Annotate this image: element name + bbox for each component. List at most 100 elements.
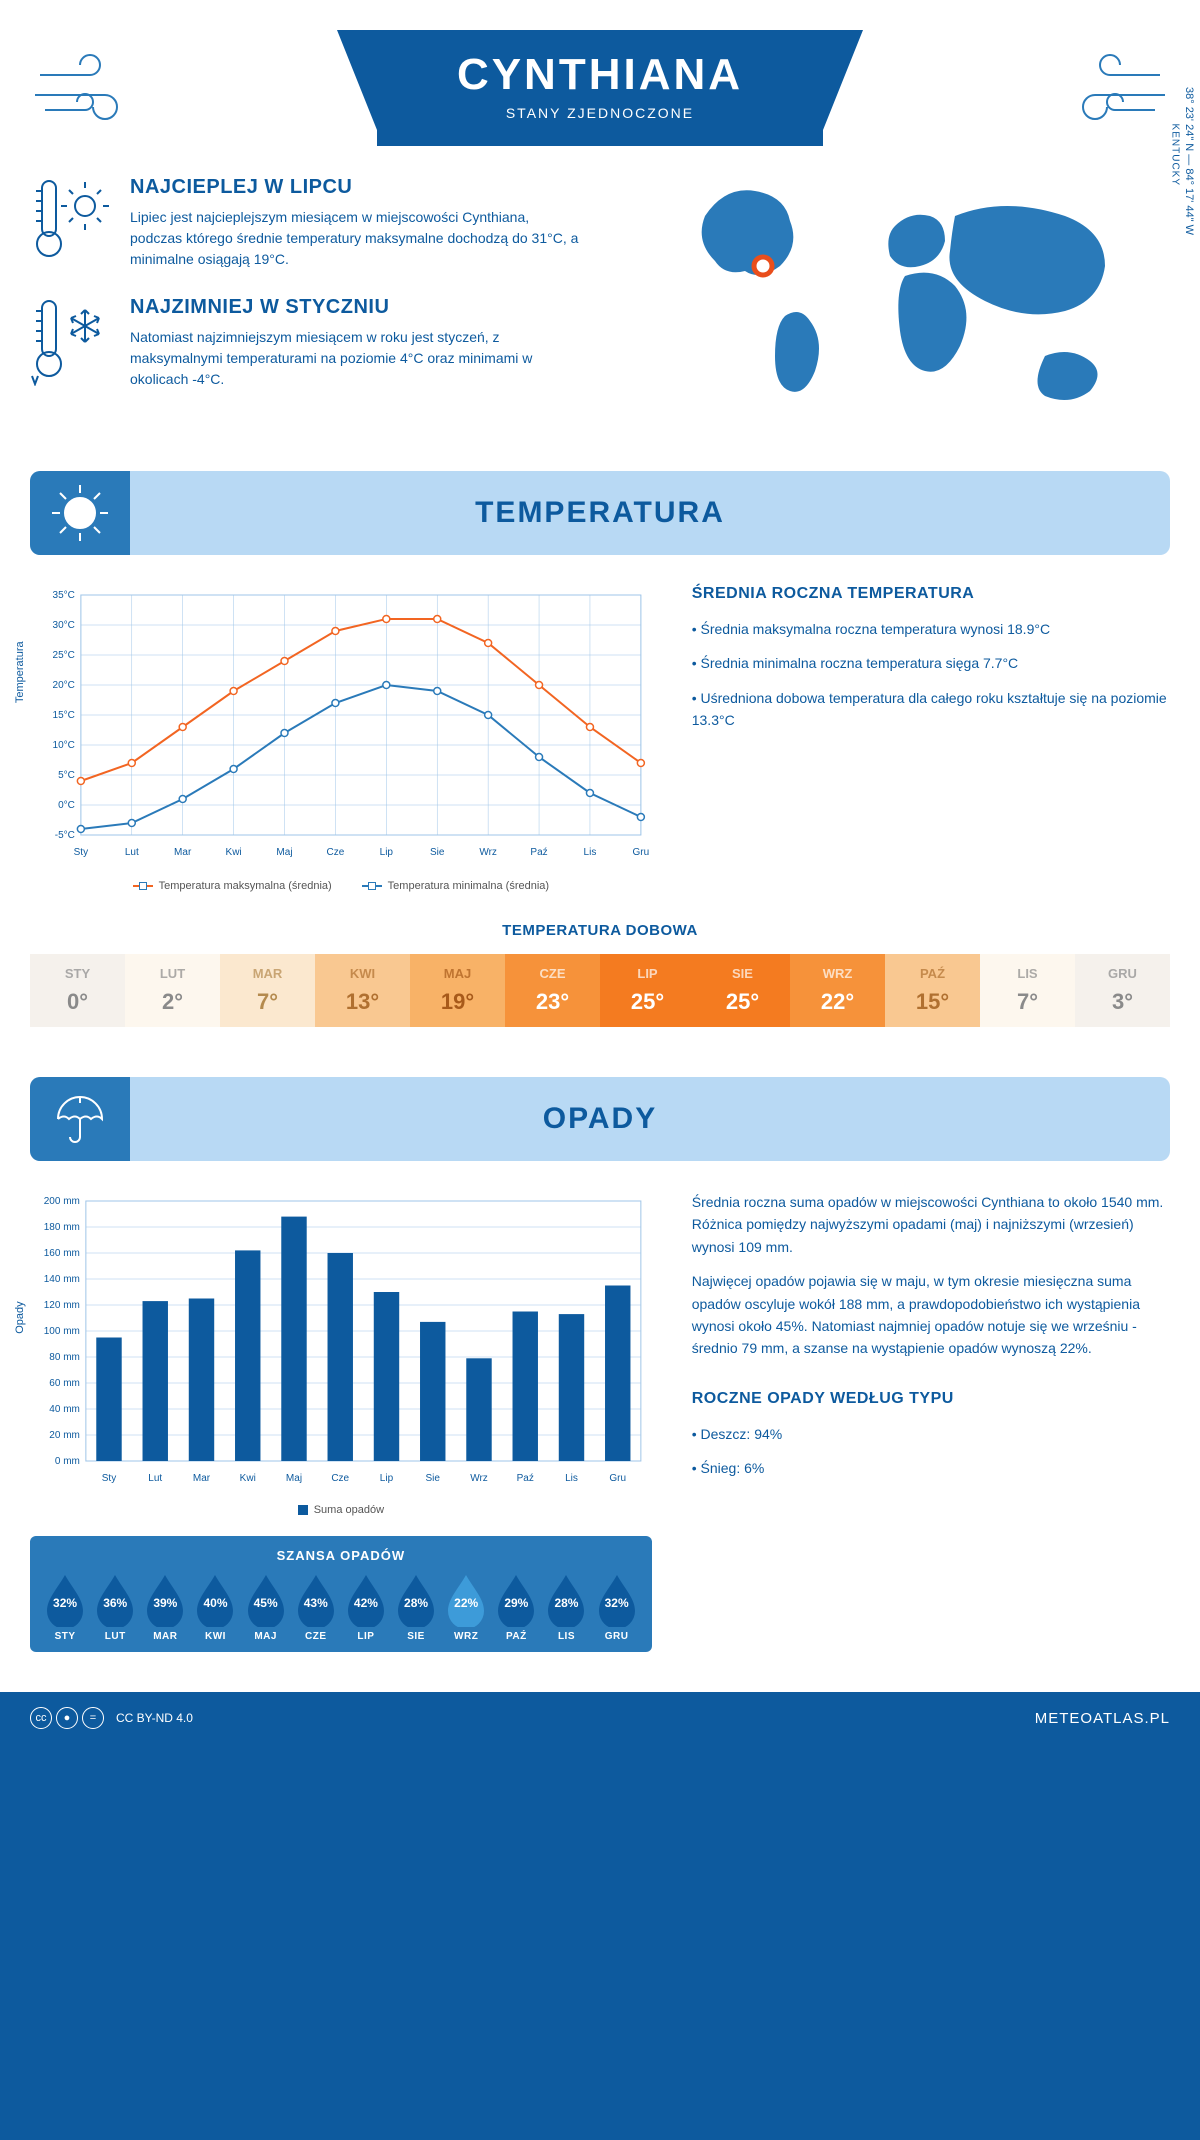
chance-drop: 42% LIP (341, 1573, 391, 1642)
precip-row: Opady 0 mm20 mm40 mm60 mm80 mm100 mm120 … (30, 1191, 1170, 1652)
daily-temp-cell: PAŹ15° (885, 954, 980, 1027)
precip-type-item: • Śnieg: 6% (692, 1457, 1170, 1479)
legend-item: .legend-swatch::after{border-color:#f265… (133, 880, 332, 892)
temp-chart-col: Temperatura -5°C0°C5°C10°C15°C20°C25°C30… (30, 585, 652, 892)
temp-stat-item: • Średnia minimalna roczna temperatura s… (692, 652, 1170, 674)
chance-title: SZANSA OPADÓW (40, 1548, 642, 1563)
intro-row: NAJCIEPLEJ W LIPCU Lipiec jest najcieple… (30, 176, 1170, 441)
temp-y-label: Temperatura (14, 641, 26, 703)
by-icon: ● (56, 1707, 78, 1729)
daily-temp-cell: KWI13° (315, 954, 410, 1027)
daily-temp-cell: STY0° (30, 954, 125, 1027)
title-band: CYNTHIANA STANY ZJEDNOCZONE (377, 30, 823, 146)
chance-drop: 28% LIS (541, 1573, 591, 1642)
precip-title: OPADY (50, 1102, 1150, 1136)
temp-stats-title: ŚREDNIA ROCZNA TEMPERATURA (692, 585, 1170, 603)
precip-p1: Średnia roczna suma opadów w miejscowośc… (692, 1191, 1170, 1258)
license: cc●= CC BY-ND 4.0 (30, 1707, 193, 1729)
daily-temp-cell: LIS7° (980, 954, 1075, 1027)
legend-item: .legend-swatch::after{border-color:#2a7a… (362, 880, 549, 892)
svg-text:60 mm: 60 mm (49, 1378, 80, 1389)
daily-temp-cell: MAR7° (220, 954, 315, 1027)
nd-icon: = (82, 1707, 104, 1729)
hot-text: Lipiec jest najcieplejszym miesiącem w m… (130, 207, 580, 270)
svg-text:Lis: Lis (584, 847, 597, 858)
umbrella-icon (30, 1077, 130, 1161)
license-text: CC BY-ND 4.0 (116, 1711, 193, 1725)
temp-stats-col: ŚREDNIA ROCZNA TEMPERATURA • Średnia mak… (692, 585, 1170, 892)
temp-legend: .legend-swatch::after{border-color:#f265… (30, 880, 652, 892)
chance-drop: 32% STY (40, 1573, 90, 1642)
daily-temp-cell: SIE25° (695, 954, 790, 1027)
daily-temp-cell: MAJ19° (410, 954, 505, 1027)
coords-label: 38° 23' 24" N — 84° 17' 44" W (1183, 87, 1195, 235)
thermometer-snow-icon (30, 296, 110, 391)
svg-text:10°C: 10°C (53, 740, 75, 751)
svg-text:180 mm: 180 mm (44, 1222, 80, 1233)
svg-text:Lip: Lip (380, 847, 394, 858)
svg-text:5°C: 5°C (58, 770, 75, 781)
svg-text:100 mm: 100 mm (44, 1326, 80, 1337)
svg-text:Paź: Paź (517, 1473, 534, 1484)
svg-text:20 mm: 20 mm (49, 1430, 80, 1441)
hot-month-block: NAJCIEPLEJ W LIPCU Lipiec jest najcieple… (30, 176, 580, 271)
svg-text:0 mm: 0 mm (55, 1456, 80, 1467)
svg-text:Sty: Sty (102, 1473, 116, 1484)
daily-temp-cell: WRZ22° (790, 954, 885, 1027)
precip-section-header: OPADY (30, 1077, 1170, 1161)
chance-drop: 22% WRZ (441, 1573, 491, 1642)
svg-text:Maj: Maj (276, 847, 292, 858)
temp-title: TEMPERATURA (50, 496, 1150, 530)
temp-row: Temperatura -5°C0°C5°C10°C15°C20°C25°C30… (30, 585, 1170, 892)
svg-text:Kwi: Kwi (240, 1473, 256, 1484)
cc-icons: cc●= (30, 1707, 108, 1729)
daily-temp-cell: CZE23° (505, 954, 600, 1027)
temp-stat-item: • Średnia maksymalna roczna temperatura … (692, 618, 1170, 640)
precip-legend: Suma opadów (30, 1504, 652, 1516)
world-map-icon (620, 176, 1170, 436)
svg-text:Mar: Mar (174, 847, 192, 858)
svg-text:Lut: Lut (148, 1473, 162, 1484)
daily-temp-cell: LIP25° (600, 954, 695, 1027)
chance-drops: 32% STY 36% LUT 39% MAR 40% KWI (40, 1573, 642, 1642)
svg-text:Lut: Lut (125, 847, 139, 858)
svg-text:Maj: Maj (286, 1473, 302, 1484)
daily-temp-cell: LUT2° (125, 954, 220, 1027)
svg-text:35°C: 35°C (53, 590, 75, 601)
daily-temp-strip: STY0° LUT2° MAR7° KWI13° MAJ19° CZE23° L… (30, 954, 1170, 1027)
temp-line-chart: -5°C0°C5°C10°C15°C20°C25°C30°C35°CStyLut… (30, 585, 652, 865)
svg-text:Lip: Lip (380, 1473, 394, 1484)
chance-drop: 39% MAR (140, 1573, 190, 1642)
svg-text:0°C: 0°C (58, 800, 75, 811)
svg-text:120 mm: 120 mm (44, 1300, 80, 1311)
brand: METEOATLAS.PL (1035, 1710, 1170, 1727)
svg-text:20°C: 20°C (53, 680, 75, 691)
cold-text: Natomiast najzimniejszym miesiącem w rok… (130, 327, 580, 390)
temp-section-header: TEMPERATURA (30, 471, 1170, 555)
chance-drop: 36% LUT (90, 1573, 140, 1642)
svg-text:Paź: Paź (530, 847, 547, 858)
svg-text:140 mm: 140 mm (44, 1274, 80, 1285)
svg-text:30°C: 30°C (53, 620, 75, 631)
svg-text:Sie: Sie (430, 847, 445, 858)
svg-text:160 mm: 160 mm (44, 1248, 80, 1259)
svg-text:200 mm: 200 mm (44, 1196, 80, 1207)
svg-text:Kwi: Kwi (226, 847, 242, 858)
header: CYNTHIANA STANY ZJEDNOCZONE (30, 30, 1170, 146)
svg-text:-5°C: -5°C (55, 830, 75, 841)
svg-text:Wrz: Wrz (470, 1473, 488, 1484)
precip-bar-chart: 0 mm20 mm40 mm60 mm80 mm100 mm120 mm140 … (30, 1191, 652, 1491)
wind-icon (30, 50, 140, 131)
chance-drop: 32% GRU (592, 1573, 642, 1642)
page: CYNTHIANA STANY ZJEDNOCZONE NAJCIEPLEJ W… (0, 0, 1200, 1744)
svg-text:Cze: Cze (331, 1473, 349, 1484)
sun-icon (30, 471, 130, 555)
footer: cc●= CC BY-ND 4.0 METEOATLAS.PL (0, 1692, 1200, 1744)
cold-title: NAJZIMNIEJ W STYCZNIU (130, 296, 580, 319)
country-name: STANY ZJEDNOCZONE (457, 105, 743, 121)
svg-text:Cze: Cze (327, 847, 345, 858)
thermometer-sun-icon (30, 176, 110, 271)
intro-text-col: NAJCIEPLEJ W LIPCU Lipiec jest najcieple… (30, 176, 580, 441)
temp-stat-item: • Uśredniona dobowa temperatura dla całe… (692, 687, 1170, 732)
cold-month-block: NAJZIMNIEJ W STYCZNIU Natomiast najzimni… (30, 296, 580, 391)
